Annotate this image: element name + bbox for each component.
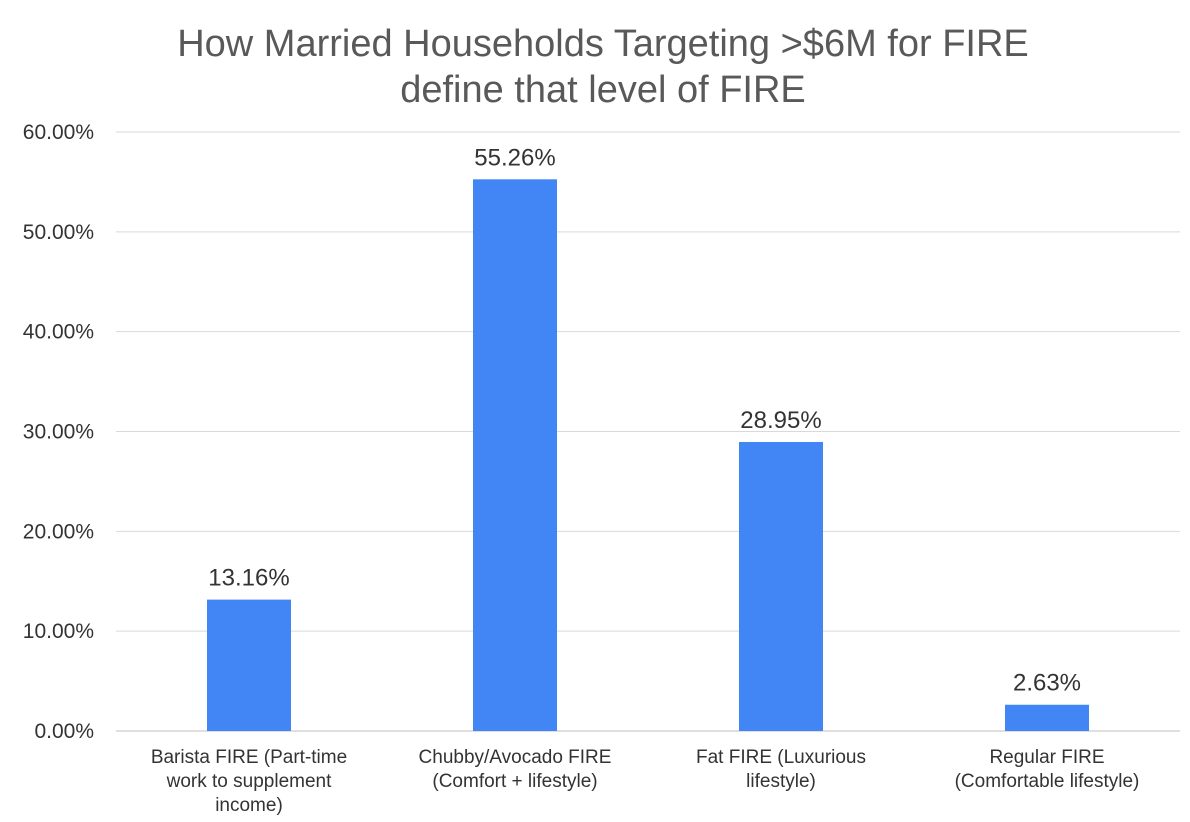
x-tick-label-line: lifestyle) bbox=[746, 771, 816, 792]
x-tick-label-line: (Comfortable lifestyle) bbox=[955, 771, 1140, 792]
bar bbox=[207, 599, 291, 731]
y-tick-label: 40.00% bbox=[23, 321, 94, 344]
y-tick-label: 60.00% bbox=[23, 121, 94, 144]
gridlines bbox=[116, 131, 1180, 732]
x-axis-category-labels: Barista FIRE (Part-time work to supplemen… bbox=[151, 747, 1140, 816]
data-label: 55.26% bbox=[474, 144, 555, 171]
x-tick-label-line: (Comfort + lifestyle) bbox=[432, 771, 597, 792]
x-tick-label: Regular FIRE (Comfortable lifestyle) bbox=[955, 747, 1140, 792]
data-label: 2.63% bbox=[1013, 670, 1081, 697]
x-tick-label: Barista FIRE (Part-time work to supplemen… bbox=[151, 747, 347, 816]
x-tick-label-line: Barista FIRE (Part-time bbox=[151, 747, 347, 768]
x-tick-label: Chubby/Avocado FIRE (Comfort + lifestyle) bbox=[419, 747, 612, 792]
chart-title-line-2: define that level of FIRE bbox=[400, 69, 806, 111]
x-tick-label-line: work to supplement bbox=[166, 771, 332, 792]
bar bbox=[739, 441, 823, 731]
x-tick-label-line: Fat FIRE (Luxurious bbox=[696, 747, 866, 768]
chart-title-line-1: How Married Households Targeting >$6M fo… bbox=[177, 23, 1029, 65]
x-tick-label: Fat FIRE (Luxurious lifestyle) bbox=[696, 747, 866, 792]
data-label: 13.16% bbox=[208, 565, 289, 592]
bar bbox=[473, 179, 557, 732]
y-tick-label: 30.00% bbox=[23, 421, 94, 444]
bar bbox=[1005, 704, 1089, 731]
x-tick-label-line: income) bbox=[215, 795, 283, 816]
data-label: 28.95% bbox=[740, 407, 821, 434]
y-tick-label: 50.00% bbox=[23, 221, 94, 244]
y-tick-label: 0.00% bbox=[34, 720, 94, 743]
bars bbox=[207, 179, 1089, 732]
y-tick-label: 10.00% bbox=[23, 620, 94, 643]
y-axis-tick-labels: 0.00% 10.00% 20.00% 30.00% 40.00% 50.00% 60.00… bbox=[23, 121, 94, 743]
y-tick-label: 20.00% bbox=[23, 520, 94, 543]
x-tick-label-line: Regular FIRE bbox=[989, 747, 1104, 768]
data-labels: 13.16% 55.26% 28.95% 2.63% bbox=[208, 144, 1081, 696]
x-tick-label-line: Chubby/Avocado FIRE bbox=[419, 747, 612, 768]
